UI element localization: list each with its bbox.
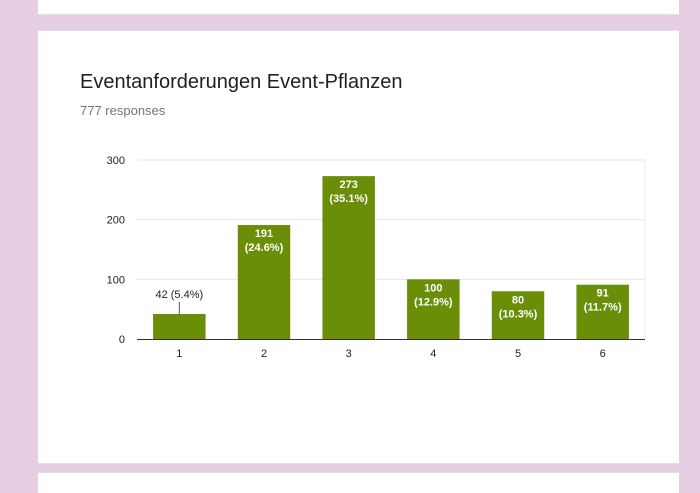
data-label: (10.3%) — [499, 308, 538, 320]
question-title: Eventanforderungen Event-Pflanzen — [80, 71, 403, 93]
data-label: (11.7%) — [584, 302, 622, 314]
bar — [153, 313, 206, 339]
bar-chart: 0 100 200 300 42 (5.4%) 1 191 (24.6%) 2 273 (35.1%… — [107, 155, 646, 360]
previous-card — [37, 0, 680, 15]
data-label: (24.6%) — [245, 242, 284, 254]
y-tick-label: 0 — [119, 334, 125, 346]
bar — [322, 176, 375, 339]
data-label: 42 (5.4%) — [155, 289, 203, 301]
data-label: 91 — [597, 288, 609, 300]
x-tick-label: 4 — [430, 348, 436, 360]
y-tick-label: 300 — [107, 155, 125, 167]
x-tick-label: 1 — [176, 348, 182, 360]
x-tick-label: 3 — [346, 348, 352, 360]
data-label: 273 — [339, 179, 357, 191]
data-label: (12.9%) — [414, 296, 453, 308]
data-label: 100 — [424, 282, 442, 294]
x-tick-label: 2 — [261, 348, 267, 360]
bar — [237, 225, 291, 339]
bar — [407, 279, 460, 339]
x-tick-label: 5 — [515, 348, 521, 360]
x-tick-label: 6 — [600, 348, 606, 360]
response-count: 777 responses — [80, 103, 166, 118]
data-label: 191 — [255, 228, 273, 240]
data-label: (35.1%) — [329, 193, 368, 205]
bar — [576, 284, 629, 339]
y-tick-label: 200 — [107, 215, 125, 227]
data-label: 80 — [512, 294, 524, 306]
y-tick-label: 100 — [107, 274, 125, 286]
bar — [491, 291, 545, 339]
